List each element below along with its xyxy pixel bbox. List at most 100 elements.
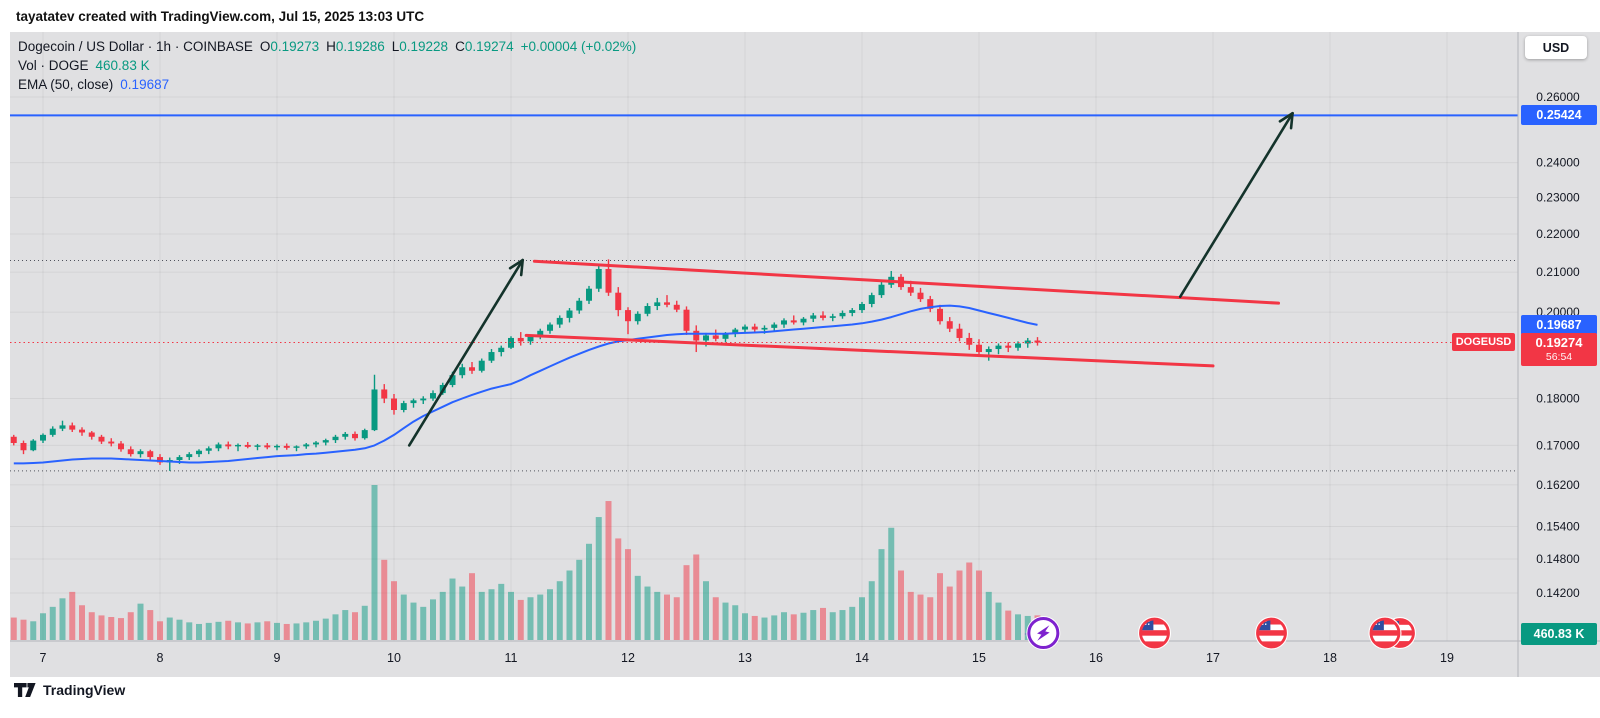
- candlestick: [868, 295, 875, 304]
- candlestick: [673, 304, 680, 310]
- volume-bar: [196, 623, 202, 640]
- price-chart-canvas[interactable]: 7 8 9 10 11 12 13 14 15 16 17 18 19 0.26000 0.24000 0.2…: [10, 32, 1600, 677]
- trendline[interactable]: [524, 333, 1215, 368]
- price-tick-label[interactable]: 0.16200: [1536, 478, 1580, 492]
- legend-ema-row[interactable]: EMA (50, close) 0.19687: [18, 75, 636, 94]
- volume-bar: [303, 622, 310, 640]
- volume-bar: [576, 559, 583, 640]
- us-flag-event-icon[interactable]: [1368, 616, 1416, 650]
- volume-bar: [634, 575, 641, 640]
- time-axis-label[interactable]: 12: [621, 651, 635, 665]
- candlestick: [215, 444, 222, 449]
- volume-bar: [946, 586, 953, 640]
- time-axis-label[interactable]: 9: [274, 651, 281, 665]
- time-axis-label[interactable]: 13: [738, 651, 752, 665]
- attribution-bar: tayatatev created with TradingView.com, …: [0, 0, 1600, 32]
- candlestick: [137, 451, 144, 455]
- volume-bar: [888, 527, 895, 640]
- ema-label[interactable]: EMA (50, close): [18, 77, 114, 92]
- time-axis-label[interactable]: 16: [1089, 651, 1103, 665]
- flash-lightning-icon[interactable]: [1024, 616, 1061, 650]
- candlestick: [332, 436, 339, 441]
- candlestick: [400, 403, 407, 411]
- candlestick: [235, 444, 241, 447]
- volume-bar: [820, 607, 826, 640]
- volume-bar: [859, 597, 865, 640]
- volume-bar: [98, 615, 105, 640]
- price-tick-label[interactable]: 0.14200: [1536, 586, 1580, 600]
- candlestick: [956, 328, 963, 338]
- time-axis-label[interactable]: 11: [505, 651, 518, 665]
- volume-bar: [108, 617, 115, 640]
- volume-bar: [49, 606, 56, 640]
- trend-arrow[interactable]: [407, 258, 525, 447]
- volume-bar: [751, 615, 758, 640]
- price-tick-label[interactable]: 0.17000: [1536, 438, 1580, 452]
- trendline[interactable]: [532, 259, 1281, 305]
- candlestick: [176, 457, 183, 461]
- price-tick-label[interactable]: 0.15400: [1536, 519, 1580, 533]
- low-label: L: [391, 39, 400, 54]
- price-tick-label[interactable]: 0.23000: [1536, 191, 1580, 205]
- volume-bar: [722, 602, 729, 640]
- time-axis-label[interactable]: 17: [1206, 651, 1220, 665]
- trend-arrow[interactable]: [1178, 111, 1294, 299]
- volume-bar: [508, 591, 514, 640]
- price-tick-label[interactable]: 0.22000: [1536, 227, 1580, 241]
- volume-bar: [459, 586, 466, 640]
- volume-bar: [790, 614, 797, 640]
- price-tick-label[interactable]: 0.24000: [1536, 156, 1580, 170]
- time-axis-label[interactable]: 19: [1440, 651, 1454, 665]
- volume-bar: [1005, 610, 1012, 640]
- volume-bar: [332, 614, 339, 640]
- time-axis-label[interactable]: 15: [972, 651, 986, 665]
- volume-bar: [849, 606, 856, 640]
- volume-bar: [907, 591, 914, 640]
- volume-bar: [410, 602, 417, 640]
- price-tick-label[interactable]: 0.21000: [1536, 265, 1580, 279]
- candlestick: [820, 315, 826, 318]
- volume-bar: [693, 554, 700, 640]
- candlestick: [527, 336, 534, 342]
- horizontal-line-price-badge: 0.25424: [1521, 105, 1597, 126]
- ema-value: 0.19687: [120, 77, 170, 92]
- candlestick: [742, 326, 748, 330]
- candlestick: [1034, 340, 1041, 343]
- volume-bar: [205, 622, 212, 640]
- volume-bar: [605, 501, 612, 640]
- candlestick: [644, 306, 651, 314]
- symbol-title[interactable]: Dogecoin / US Dollar · 1h · COINBASE: [18, 39, 253, 54]
- time-axis-label[interactable]: 18: [1323, 651, 1337, 665]
- candlestick: [49, 428, 56, 435]
- open-value: 0.19273: [270, 39, 320, 54]
- candlestick: [459, 367, 466, 376]
- volume-bar: [342, 610, 349, 640]
- time-axis-label[interactable]: 10: [387, 651, 401, 665]
- candlestick: [995, 345, 1002, 350]
- candlestick: [30, 440, 37, 451]
- legend-symbol-row[interactable]: Dogecoin / US Dollar · 1h · COINBASE O0.1…: [18, 37, 636, 56]
- chart-area[interactable]: 7 8 9 10 11 12 13 14 15 16 17 18 19 0.26000 0.24000 0.2…: [10, 32, 1600, 677]
- legend-volume-row[interactable]: Vol · DOGE 460.83 K: [18, 56, 636, 75]
- ema-line[interactable]: [13, 304, 1038, 465]
- price-tick-label[interactable]: 0.14800: [1536, 552, 1580, 566]
- tradingview-logo-icon[interactable]: [14, 683, 36, 698]
- volume-bar: [517, 599, 524, 640]
- us-flag-event-icon[interactable]: [1255, 616, 1288, 650]
- volume-label[interactable]: Vol · DOGE: [18, 58, 89, 73]
- volume-bar: [352, 612, 358, 640]
- currency-toggle-button[interactable]: USD: [1525, 36, 1587, 59]
- candlestick: [615, 292, 622, 311]
- candlestick: [790, 320, 797, 323]
- tradingview-logo-text[interactable]: TradingView: [43, 682, 126, 698]
- volume-bar: [742, 613, 748, 640]
- open-label: O: [259, 39, 271, 54]
- us-flag-event-icon[interactable]: [1138, 616, 1171, 650]
- time-axis-label[interactable]: 8: [157, 651, 164, 665]
- time-axis-label[interactable]: 14: [855, 651, 869, 665]
- price-tick-label[interactable]: 0.26000: [1536, 90, 1580, 104]
- price-tick-label[interactable]: 0.18000: [1536, 392, 1580, 406]
- candlestick: [40, 434, 46, 441]
- candlestick: [927, 299, 934, 309]
- time-axis-label[interactable]: 7: [40, 651, 47, 665]
